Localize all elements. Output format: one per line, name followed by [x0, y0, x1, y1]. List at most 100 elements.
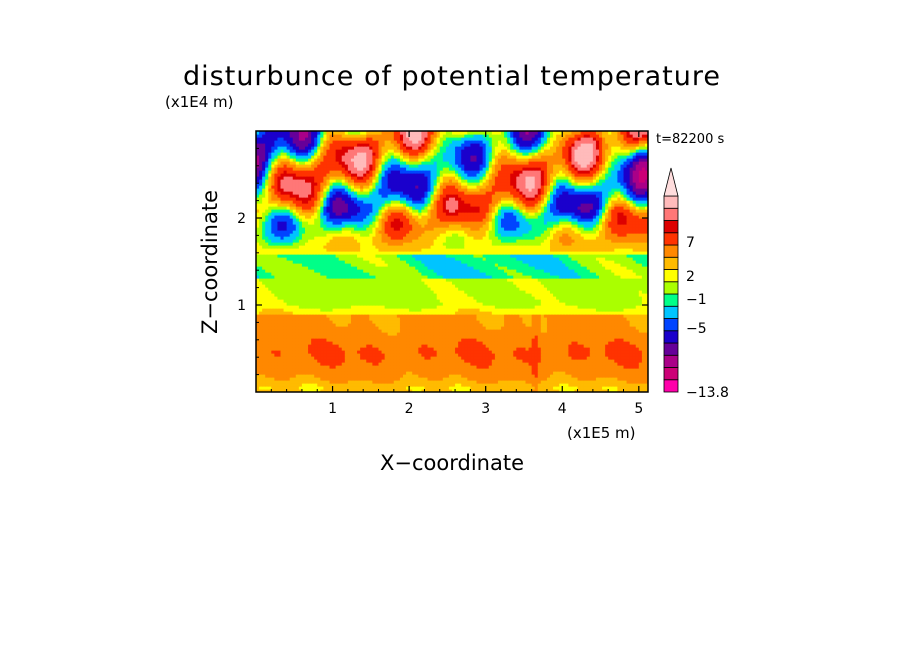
contour-cell [494, 353, 499, 357]
contour-cell [354, 362, 358, 366]
contour-cell [314, 320, 318, 324]
contour-cell [311, 383, 315, 387]
contour-cell [522, 362, 527, 366]
contour-cell [494, 329, 499, 333]
contour-cell [350, 389, 355, 392]
contour-cell [372, 329, 377, 333]
contour-cell [580, 299, 585, 303]
contour-cell [556, 302, 560, 306]
contour-cell [629, 377, 634, 381]
contour-cell [314, 281, 318, 285]
contour-cell [338, 293, 343, 297]
contour-cell [577, 308, 582, 312]
contour-cell [256, 326, 260, 330]
contour-cell [357, 293, 361, 297]
contour-cell [326, 287, 331, 291]
contour-cell [632, 359, 637, 363]
contour-cell [323, 287, 328, 291]
contour-cell [595, 311, 600, 315]
contour-cell [311, 347, 315, 351]
contour-cell [375, 359, 380, 363]
contour-cell [363, 365, 367, 369]
contour-cell [583, 281, 588, 285]
contour-cell [513, 350, 517, 354]
contour-cell [540, 293, 545, 297]
contour-cell [439, 383, 444, 387]
contour-cell [626, 281, 631, 285]
contour-cell [317, 368, 321, 372]
contour-cell [559, 296, 563, 300]
contour-cell [424, 278, 429, 282]
contour-cell [308, 335, 312, 339]
contour-cell [363, 308, 367, 312]
contour-cell [292, 356, 297, 360]
contour-cell [635, 278, 640, 282]
contour-cell [259, 338, 263, 342]
contour-cell [488, 371, 493, 375]
contour-cell [320, 353, 324, 357]
contour-cell [283, 290, 288, 294]
contour-cell [482, 284, 487, 288]
contour-cell [439, 359, 444, 363]
contour-cell [491, 323, 496, 327]
contour-cell [553, 383, 557, 387]
contour-cell [369, 341, 373, 345]
contour-cell [574, 353, 579, 357]
contour-cell [504, 290, 508, 294]
contour-cell [317, 293, 321, 297]
contour-cell [635, 335, 640, 339]
contour-cell [635, 275, 640, 279]
contour-cell [559, 359, 563, 363]
contour-cell [531, 341, 536, 345]
contour-cell [458, 374, 462, 378]
contour-cell [638, 326, 643, 330]
contour-cell [350, 359, 355, 363]
contour-cell [259, 344, 263, 348]
contour-cell [298, 281, 303, 285]
contour-cell [430, 377, 435, 381]
contour-cell [283, 362, 288, 366]
contour-cell [602, 371, 606, 375]
contour-cell [329, 317, 334, 321]
contour-cell [412, 356, 416, 360]
contour-cell [602, 326, 606, 330]
contour-cell [461, 335, 465, 339]
contour-cell [602, 278, 606, 282]
contour-cell [256, 329, 260, 333]
contour-cell [504, 338, 508, 342]
contour-cell [433, 356, 438, 360]
contour-cell [433, 317, 438, 321]
contour-cell [473, 329, 478, 333]
contour-cell [369, 344, 373, 348]
contour-cell [488, 365, 493, 369]
contour-cell [605, 374, 609, 378]
contour-cell [366, 302, 370, 306]
contour-cell [614, 347, 618, 351]
contour-cell [298, 302, 303, 306]
contour-cell [439, 326, 444, 330]
contour-cell [439, 329, 444, 333]
contour-cell [485, 296, 490, 300]
contour-cell [347, 347, 352, 351]
contour-cell [617, 341, 622, 345]
contour-cell [323, 380, 328, 384]
contour-cell [390, 317, 395, 321]
contour-cell [381, 332, 386, 336]
contour-cell [623, 320, 628, 324]
contour-cell [430, 323, 435, 327]
contour-cell [583, 386, 588, 390]
contour-cell [635, 350, 640, 354]
contour-cell [507, 326, 511, 330]
contour-cell [366, 362, 370, 366]
contour-cell [522, 356, 527, 360]
contour-cell [620, 335, 625, 339]
contour-cell [314, 374, 318, 378]
contour-cell [565, 338, 569, 342]
contour-cell [574, 314, 579, 318]
contour-cell [525, 308, 530, 312]
contour-cell [519, 332, 524, 336]
contour-cell [314, 347, 318, 351]
contour-cell [589, 350, 594, 354]
contour-cell [262, 386, 266, 390]
contour-cell [522, 365, 527, 369]
